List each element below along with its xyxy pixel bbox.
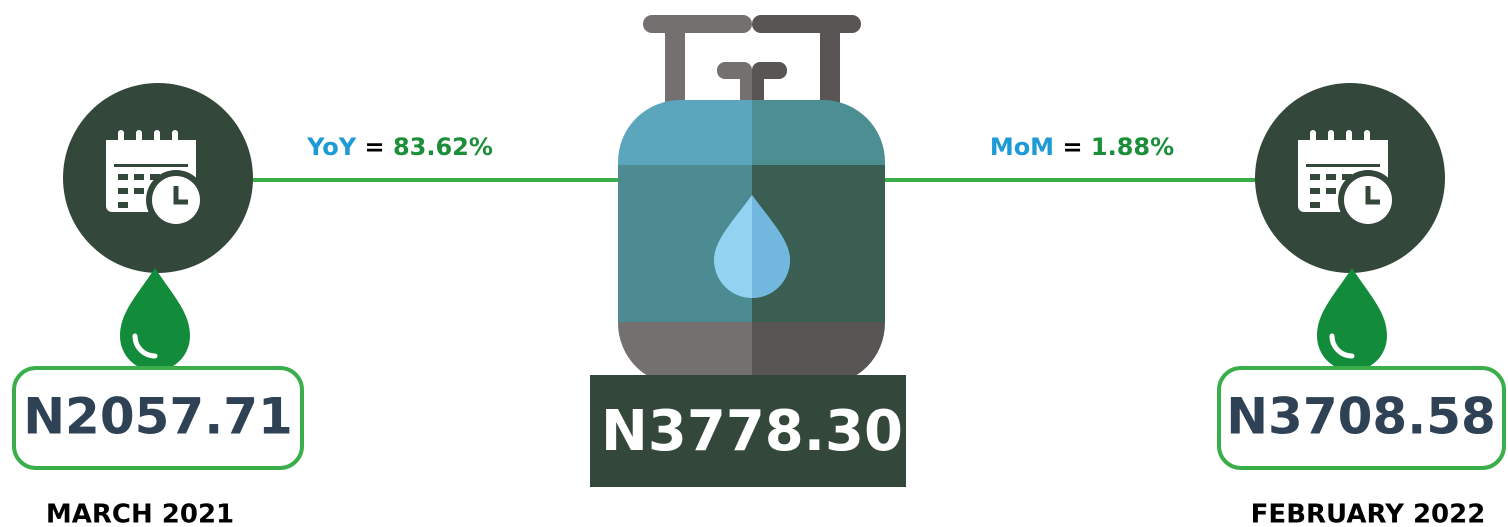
- mom: MoM = 1.88%: [990, 133, 1174, 161]
- equals: =: [1062, 133, 1082, 161]
- equals: =: [364, 133, 384, 161]
- infographic: N2057.71 MARCH 2021 YoY = 83.62% N3778.3…: [0, 0, 1508, 527]
- label: YoY: [306, 133, 357, 161]
- yoy: YoY = 83.62%: [306, 133, 493, 161]
- date: FEBRUARY 2022: [1251, 500, 1486, 527]
- date: MARCH 2021: [46, 500, 234, 527]
- price: N3708.58: [1226, 388, 1496, 446]
- price: N3778.30: [601, 399, 903, 464]
- label: MoM: [990, 133, 1054, 161]
- value: 83.62%: [393, 133, 493, 161]
- drop-icon: [120, 268, 190, 371]
- value: 1.88%: [1091, 133, 1174, 161]
- gas-cylinder: [618, 15, 885, 385]
- drop-icon: [1317, 268, 1387, 371]
- price: N2057.71: [23, 388, 293, 446]
